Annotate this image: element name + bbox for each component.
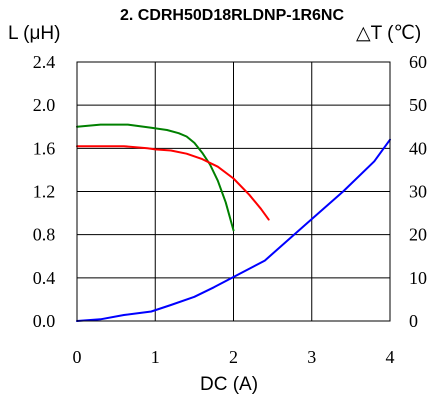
series-line-blue bbox=[76, 138, 391, 322]
y-right-tick-label: 40 bbox=[409, 138, 427, 158]
y-right-tick-labels: 0 10 20 30 40 50 60 bbox=[409, 52, 427, 331]
plot-frame bbox=[76, 61, 391, 322]
series-layer bbox=[76, 123, 391, 322]
y-left-tick-labels: 0.0 0.4 0.8 1.2 1.6 2.0 2.4 bbox=[33, 52, 56, 331]
chart-title: 2. CDRH50D18RLDNP-1R6NC bbox=[120, 7, 345, 24]
y-axis-right-title: △T (℃) bbox=[356, 23, 421, 44]
x-tick-label: 0 bbox=[73, 347, 82, 367]
y-left-tick-label: 1.2 bbox=[33, 182, 56, 202]
x-tick-label: 2 bbox=[229, 347, 238, 367]
y-right-tick-label: 10 bbox=[409, 268, 427, 288]
y-left-tick-label: 0.4 bbox=[33, 268, 56, 288]
y-left-tick-label: 2.4 bbox=[33, 52, 56, 72]
series-line-red bbox=[76, 145, 270, 221]
x-tick-label: 3 bbox=[307, 347, 316, 367]
y-axis-left-title: L (μH) bbox=[8, 23, 60, 44]
y-right-tick-label: 0 bbox=[409, 311, 418, 331]
y-left-tick-label: 2.0 bbox=[33, 95, 56, 115]
y-right-tick-label: 60 bbox=[409, 52, 427, 72]
y-right-tick-label: 30 bbox=[409, 182, 427, 202]
x-tick-label: 1 bbox=[151, 347, 160, 367]
y-right-tick-label: 50 bbox=[409, 95, 427, 115]
x-tick-labels: 0 1 2 3 4 bbox=[73, 347, 395, 367]
x-tick-label: 4 bbox=[386, 347, 395, 367]
y-left-tick-label: 0.0 bbox=[33, 311, 56, 331]
y-left-tick-label: 0.8 bbox=[33, 225, 56, 245]
y-left-tick-label: 1.6 bbox=[33, 138, 56, 158]
series-line-green bbox=[76, 123, 235, 232]
y-right-tick-label: 20 bbox=[409, 225, 427, 245]
x-axis-title: DC (A) bbox=[200, 374, 258, 395]
